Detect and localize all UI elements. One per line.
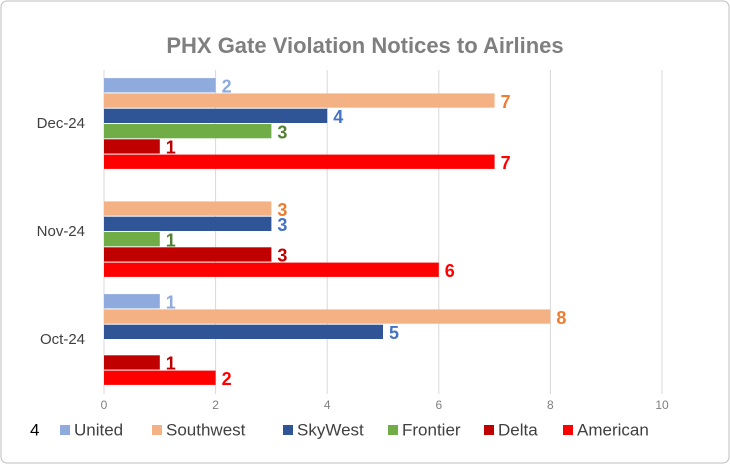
legend-label: United [74, 420, 123, 439]
data-label: 8 [556, 308, 566, 328]
data-label: 1 [166, 138, 176, 158]
data-label: 3 [277, 122, 287, 142]
bar [104, 294, 160, 309]
data-label: 3 [277, 215, 287, 235]
bar [104, 154, 495, 169]
chart-title: PHX Gate Violation Notices to Airlines [166, 33, 563, 58]
bar [104, 247, 272, 262]
annotation: 4 [30, 420, 39, 439]
x-tick-label: 2 [212, 398, 219, 412]
bar [104, 93, 495, 108]
data-label: 2 [222, 77, 232, 97]
data-label: 4 [333, 107, 343, 127]
x-tick-label: 10 [655, 398, 669, 412]
legend-swatch [388, 425, 398, 435]
bar [104, 324, 383, 339]
data-label: 3 [277, 200, 287, 220]
x-tick-label: 6 [435, 398, 442, 412]
legend-swatch [60, 425, 70, 435]
data-label: 2 [222, 369, 232, 389]
x-tick-label: 0 [101, 398, 108, 412]
legend-swatch [152, 425, 162, 435]
data-label: 5 [389, 323, 399, 343]
y-tick-label: Dec-24 [37, 115, 85, 132]
data-label: 3 [277, 246, 287, 266]
legend-swatch [283, 425, 293, 435]
x-tick-label: 4 [324, 398, 331, 412]
bar [104, 78, 216, 93]
legend-swatch [484, 425, 494, 435]
bar [104, 124, 272, 139]
bar [104, 355, 160, 370]
data-label: 7 [501, 92, 511, 112]
x-tick-label: 8 [547, 398, 554, 412]
bar [104, 262, 439, 277]
bar [104, 201, 272, 216]
bar [104, 309, 551, 324]
legend-label: SkyWest [297, 420, 364, 439]
bar [104, 139, 160, 154]
legend-label: American [577, 420, 649, 439]
y-tick-label: Nov-24 [37, 223, 85, 240]
legend-label: Delta [498, 420, 538, 439]
data-label: 6 [445, 261, 455, 281]
data-label: 1 [166, 354, 176, 374]
bar [104, 216, 272, 231]
legend-label: Southwest [166, 420, 246, 439]
bar [104, 108, 328, 123]
y-tick-label: Oct-24 [40, 331, 85, 348]
bar [104, 370, 216, 385]
bar [104, 232, 160, 247]
data-label: 7 [501, 153, 511, 173]
legend-swatch [563, 425, 573, 435]
legend-label: Frontier [402, 420, 461, 439]
data-label: 1 [166, 293, 176, 313]
data-label: 1 [166, 230, 176, 250]
